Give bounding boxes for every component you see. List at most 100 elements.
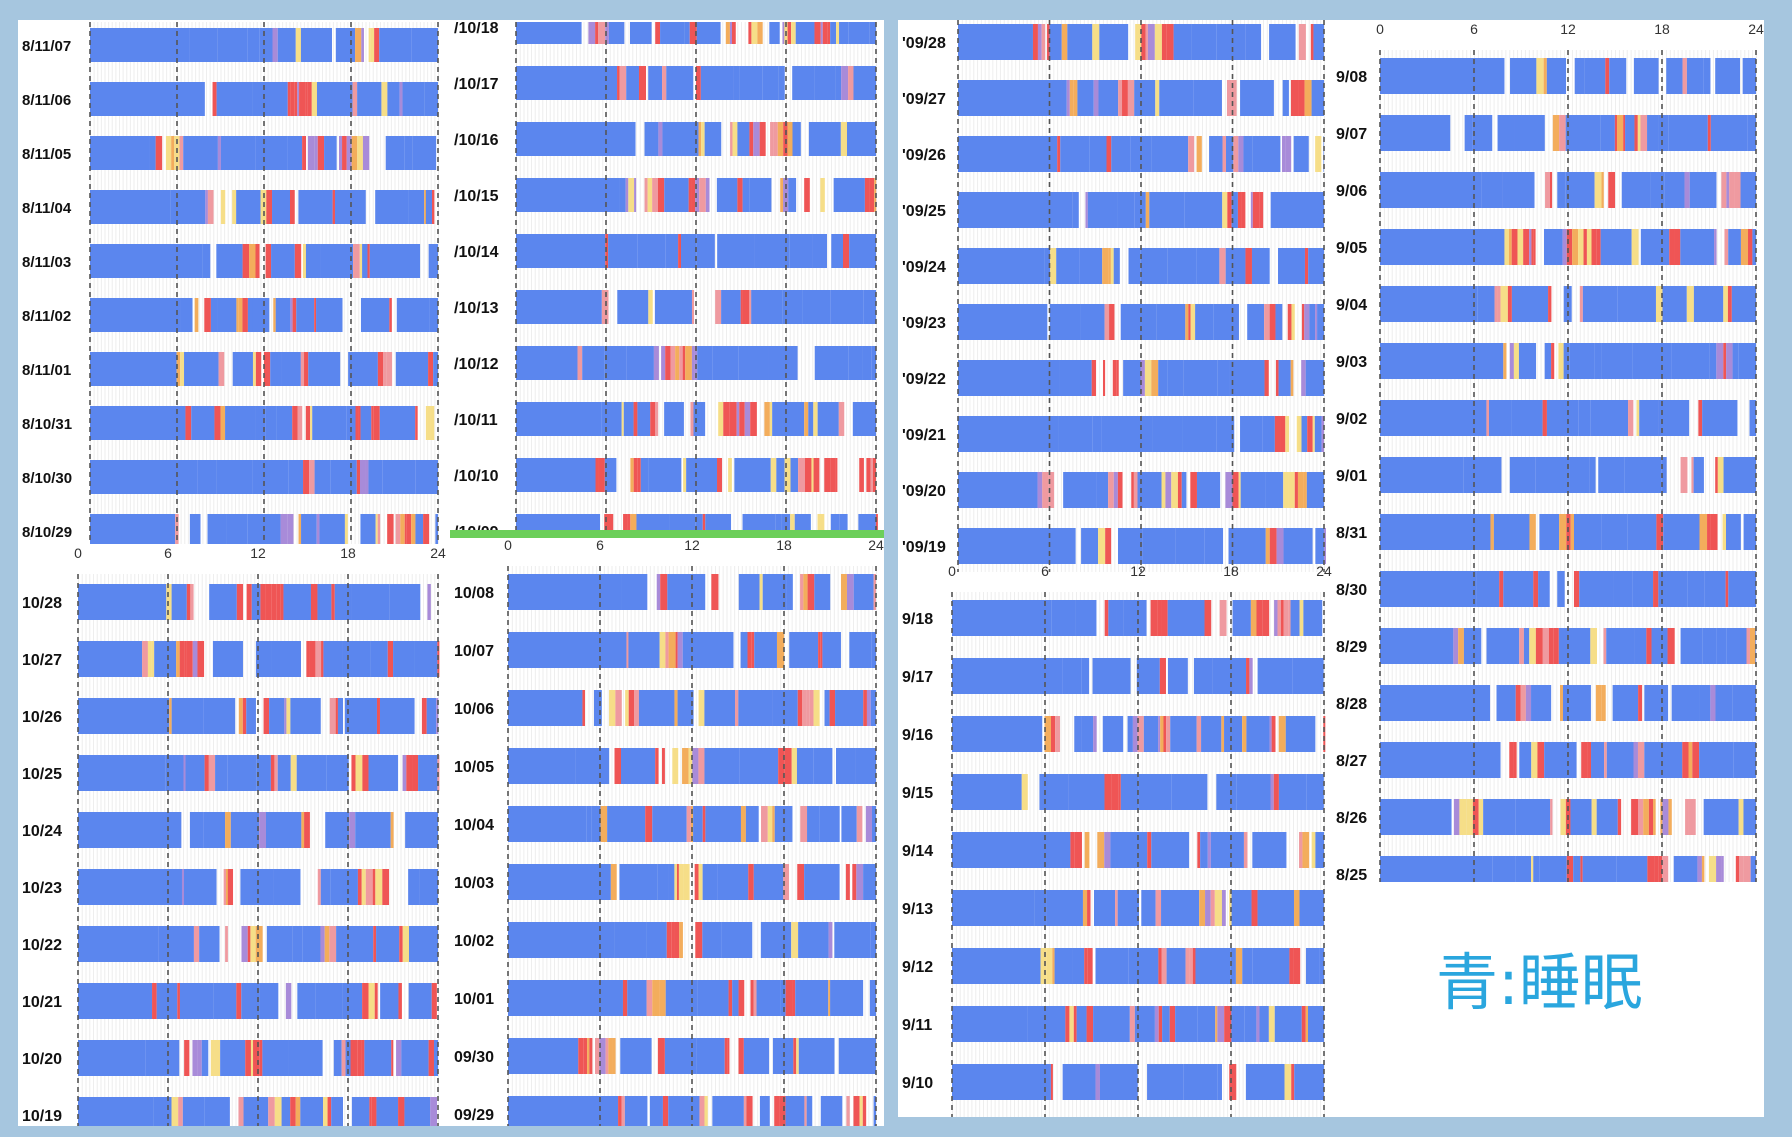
sleep-block: [357, 82, 382, 116]
activity-mark: [1155, 890, 1162, 926]
activity-mark: [1122, 80, 1128, 116]
activity-mark: [1294, 890, 1300, 926]
activity-mark: [1684, 172, 1690, 208]
activity-mark: [1276, 528, 1284, 564]
row-date-label: 09/29: [454, 1107, 494, 1124]
activity-mark: [1243, 832, 1248, 868]
activity-mark: [1509, 343, 1514, 379]
actogram-chart-09-19-to-09-28: '09/28'09/27'09/26'09/25'09/24'09/23'09/…: [898, 20, 1332, 572]
activity-mark: [678, 234, 681, 268]
sleep-block: [1594, 343, 1602, 379]
activity-mark: [797, 690, 803, 726]
sleep-block: [754, 234, 790, 268]
row-date-label: 9/11: [902, 1017, 932, 1034]
activity-mark: [595, 1038, 600, 1074]
sleep-block: [362, 244, 368, 278]
sleep-block: [251, 584, 261, 620]
activity-mark: [715, 290, 722, 324]
activity-mark: [711, 574, 719, 610]
activity-mark: [280, 584, 284, 620]
activity-mark: [1578, 229, 1584, 265]
activity-mark: [828, 922, 833, 958]
activity-mark: [1104, 832, 1111, 868]
sleep-block: [1252, 136, 1281, 172]
actogram-row: '09/20: [902, 472, 1324, 508]
activity-mark: [1095, 1064, 1100, 1100]
activity-mark: [1227, 192, 1232, 228]
activity-mark: [344, 514, 348, 544]
actogram-row: /10/16: [454, 122, 876, 156]
activity-mark: [272, 28, 278, 62]
activity-mark: [423, 514, 430, 544]
activity-mark: [853, 1096, 860, 1126]
sleep-block: [1627, 514, 1657, 550]
sleep-block: [1569, 457, 1590, 493]
sleep-block: [1715, 685, 1733, 721]
sleep-block: [508, 922, 615, 958]
sleep-block: [1743, 514, 1756, 550]
sleep-block: [848, 22, 870, 44]
activity-mark: [151, 641, 155, 677]
sleep-block: [1380, 343, 1504, 379]
activity-mark: [1294, 472, 1298, 508]
x-tick-label: 6: [1470, 21, 1478, 37]
activity-mark: [197, 641, 205, 677]
row-date-label: 9/07: [1336, 126, 1367, 143]
activity-mark: [297, 406, 303, 440]
activity-mark: [1141, 24, 1146, 60]
activity-mark: [1154, 1006, 1159, 1042]
sleep-block: [433, 352, 438, 386]
activity-mark: [1601, 685, 1606, 721]
sleep-block: [693, 402, 706, 436]
activity-mark: [1301, 360, 1306, 396]
sleep-block: [774, 806, 793, 842]
sleep-block: [1544, 343, 1552, 379]
sleep-block: [1651, 628, 1668, 664]
activity-mark: [205, 190, 208, 224]
sleep-block: [624, 1096, 648, 1126]
sleep-block: [1658, 571, 1688, 607]
sleep-block: [637, 234, 666, 268]
activity-mark: [753, 980, 757, 1016]
sleep-block: [1232, 600, 1251, 636]
sleep-block: [382, 460, 416, 494]
activity-mark: [1746, 628, 1750, 664]
sleep-block: [408, 190, 425, 224]
activity-mark: [1680, 457, 1688, 493]
x-tick-label: 0: [74, 545, 82, 561]
sleep-block: [78, 812, 182, 848]
activity-mark: [852, 864, 857, 900]
sleep-block: [156, 983, 178, 1019]
activity-mark: [357, 869, 362, 905]
activity-mark: [1047, 24, 1050, 60]
sleep-block: [275, 298, 291, 332]
chart-e-svg: '09/28'09/27'09/26'09/25'09/24'09/23'09/…: [902, 20, 1326, 572]
sleep-block: [607, 806, 646, 842]
sleep-block: [839, 22, 849, 44]
sleep-block: [958, 472, 1038, 508]
chart-b-svg: /10/18/10/17/10/16/10/15/10/14/10/13/10/…: [454, 22, 878, 532]
sleep-block: [1039, 774, 1069, 810]
activity-mark: [859, 458, 864, 492]
activity-mark: [1147, 832, 1152, 868]
activity-mark: [646, 980, 653, 1016]
sleep-block: [1531, 685, 1552, 721]
actogram-row: '09/26: [902, 136, 1324, 172]
activity-mark: [1069, 1006, 1074, 1042]
sleep-block: [1543, 229, 1563, 265]
sleep-block: [834, 922, 871, 958]
activity-mark: [1145, 24, 1148, 60]
sleep-block: [209, 584, 237, 620]
activity-mark: [782, 22, 785, 44]
sleep-block: [302, 926, 321, 962]
actogram-row: 10/08: [454, 574, 876, 610]
activity-mark: [598, 22, 606, 44]
sleep-block: [305, 244, 321, 278]
sleep-block: [355, 812, 391, 848]
activity-mark: [249, 244, 256, 278]
activity-mark: [1190, 472, 1197, 508]
sleep-block: [1546, 58, 1567, 94]
sleep-block: [1141, 890, 1156, 926]
activity-mark: [218, 352, 225, 386]
sleep-block: [697, 346, 713, 380]
